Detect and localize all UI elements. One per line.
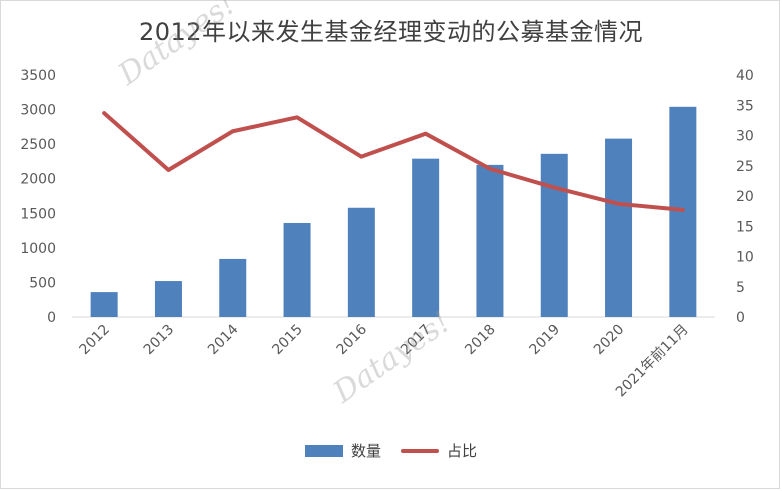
line-series-path: [102, 111, 685, 212]
line-point: [488, 167, 492, 171]
bar-mark: [154, 281, 182, 317]
y-right-tick-label: 0: [736, 310, 745, 326]
line-point: [102, 111, 106, 115]
legend-bar-label: 数量: [350, 442, 381, 460]
bar-mark: [283, 222, 311, 317]
x-tick-label: 2020: [591, 322, 628, 359]
bar-mark: [412, 158, 440, 317]
legend-line-label: 占比: [447, 442, 478, 460]
x-tick-label: 2012: [76, 322, 113, 359]
legend-item-line: 占比: [401, 440, 477, 461]
y-left-tick-label: 1500: [20, 206, 56, 222]
line-point: [231, 129, 235, 133]
y-right-tick-label: 35: [736, 98, 754, 114]
bar-mark: [540, 153, 568, 317]
legend-item-bar: 数量: [304, 440, 381, 461]
bar-mark: [347, 207, 375, 317]
y-left-tick-label: 500: [29, 275, 56, 291]
line-point: [617, 202, 621, 206]
y-right-tick-label: 40: [736, 68, 754, 84]
legend-bar-swatch: [304, 444, 343, 457]
x-tick-label: 2016: [334, 321, 371, 358]
y-right-tick-label: 25: [736, 159, 754, 175]
y-left-tick-label: 2500: [20, 137, 56, 153]
y-right-tick-label: 20: [736, 189, 754, 205]
y-left-tick-label: 3500: [20, 68, 56, 84]
x-tick-label: 2018: [462, 322, 499, 359]
y-left-tick-label: 2000: [20, 172, 56, 188]
legend-line-swatch: [401, 448, 439, 453]
chart-title: 2012年以来发生基金经理变动的公募基金情况: [138, 18, 644, 46]
y-right-tick-label: 10: [736, 250, 754, 266]
line-point: [552, 186, 556, 190]
y-left-tick-label: 3000: [20, 103, 56, 119]
bar-mark: [476, 164, 504, 317]
line-point: [166, 168, 170, 172]
y-right-tick-label: 5: [736, 280, 745, 296]
y-left-tick-label: 0: [47, 310, 56, 326]
bar-mark: [605, 138, 633, 317]
bar-mark: [90, 292, 118, 317]
y-right-tick-label: 15: [736, 219, 754, 235]
line-point: [295, 115, 299, 119]
x-tick-label: 2014: [205, 321, 242, 358]
x-tick-label: 2013: [141, 322, 178, 359]
y-right-tick-label: 30: [736, 129, 754, 145]
line-point: [359, 155, 363, 159]
y-left-tick-label: 1000: [20, 241, 56, 257]
line-point: [681, 208, 685, 212]
line-point: [424, 132, 428, 136]
x-tick-label: 2017: [398, 322, 435, 359]
chart-legend: 数量 占比: [0, 440, 782, 461]
bar-mark: [219, 258, 247, 317]
x-tick-label: 2019: [527, 322, 564, 359]
x-tick-label: 2015: [269, 322, 306, 359]
